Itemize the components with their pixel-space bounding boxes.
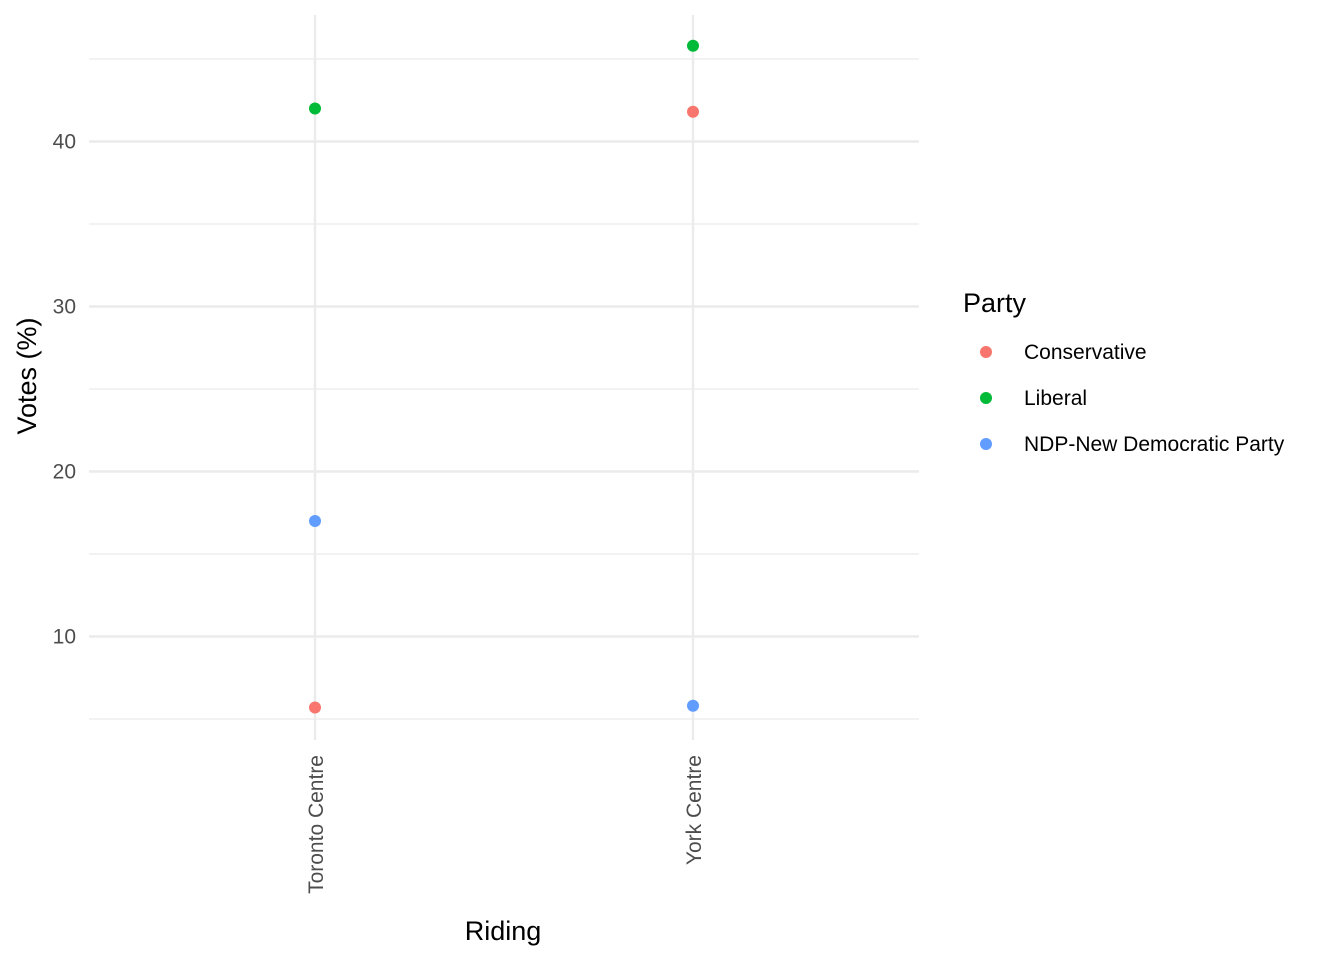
data-points [309,39,699,714]
legend-label-1: Liberal [1024,387,1087,410]
y-tick-label-3: 40 [53,131,76,154]
point-conservative-1 [687,105,699,118]
y-axis-ticks: 10 20 30 40 [53,131,76,649]
point-ndp-new-democratic-party-0 [309,515,321,527]
legend-key-1 [980,392,992,404]
y-tick-label-1: 20 [53,461,76,484]
point-ndp-new-democratic-party-1 [687,699,699,712]
y-axis-title: Votes (%) [12,317,42,434]
major-gridlines [89,15,919,740]
x-axis-title: Riding [465,916,542,946]
x-tick-label-1: York Centre [683,755,706,865]
point-liberal-0 [309,102,321,115]
point-conservative-0 [309,701,321,714]
minor-gridlines [89,58,919,720]
legend-label-0: Conservative [1024,341,1147,364]
legend-items: Conservative Liberal NDP-New Democratic Pa… [980,341,1285,456]
y-tick-label-0: 10 [53,626,76,649]
y-tick-label-2: 30 [53,296,76,319]
legend-title: Party [963,288,1027,318]
x-axis-ticks: Toronto Centre York Centre [305,755,706,894]
legend: Party Conservative Liberal NDP-New Democra… [963,288,1285,456]
legend-label-2: NDP-New Democratic Party [1024,433,1285,456]
legend-key-0 [980,346,992,358]
x-tick-label-0: Toronto Centre [305,755,328,894]
point-liberal-1 [687,39,699,52]
legend-key-2 [980,438,992,450]
